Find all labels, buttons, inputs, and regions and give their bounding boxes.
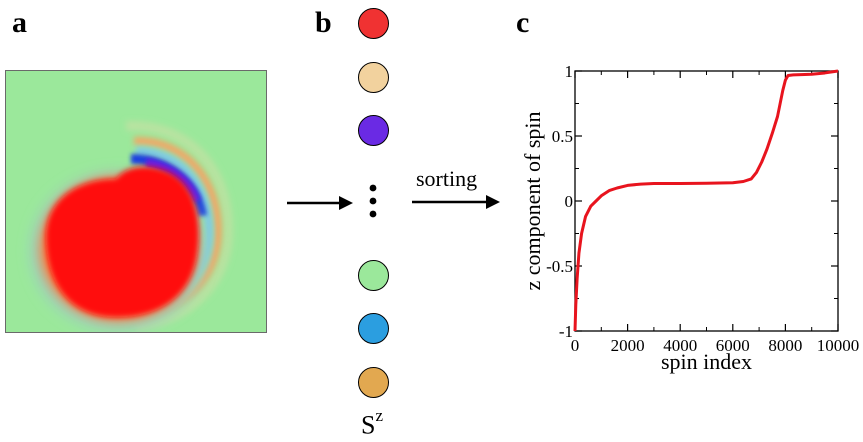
sz-label: Sz	[361, 407, 383, 440]
x-tick-label: 2000	[611, 336, 645, 355]
panel-label-a: a	[12, 6, 27, 39]
plot-frame	[574, 70, 839, 332]
x-tick-label: 6000	[716, 336, 750, 355]
series-line	[573, 69, 839, 332]
sz-label-sup: z	[375, 406, 384, 425]
y-tick-label: 1	[565, 62, 574, 81]
y-axis-title: z component of spin	[520, 111, 545, 290]
panel-label-c: c	[516, 6, 530, 39]
x-tick-label: 8000	[768, 336, 802, 355]
spin-dot-4	[358, 260, 389, 291]
arrow-sorting	[412, 195, 500, 209]
spin-dot-5	[358, 313, 389, 344]
spin-dot-1	[358, 8, 389, 39]
spin-dot-3	[358, 115, 389, 146]
spin-texture-graphic	[6, 71, 266, 332]
x-tick-label: 4000	[663, 336, 697, 355]
spin-dot-6	[358, 367, 389, 398]
panel-label-b: b	[315, 6, 332, 39]
spin-texture-image	[5, 70, 267, 333]
arrow-to-spins	[287, 196, 353, 210]
y-tick-label: 0.5	[552, 127, 573, 146]
spin-sorted-chart: 0 2000 4000 6000 8000 10000 -1 -0.5 0 0.5 1 spin i…	[520, 62, 860, 374]
y-tick-label: -0.5	[546, 257, 573, 276]
ellipsis-icon	[369, 184, 377, 218]
spin-dot-2	[358, 62, 389, 93]
y-tick-label: -1	[559, 322, 573, 341]
sz-label-base: S	[361, 410, 376, 440]
x-tick-label: 0	[571, 336, 580, 355]
sorting-label: sorting	[416, 166, 478, 191]
x-tick-label: 10000	[817, 336, 860, 355]
y-tick-label: 0	[565, 192, 574, 211]
x-axis-title: spin index	[661, 349, 752, 374]
